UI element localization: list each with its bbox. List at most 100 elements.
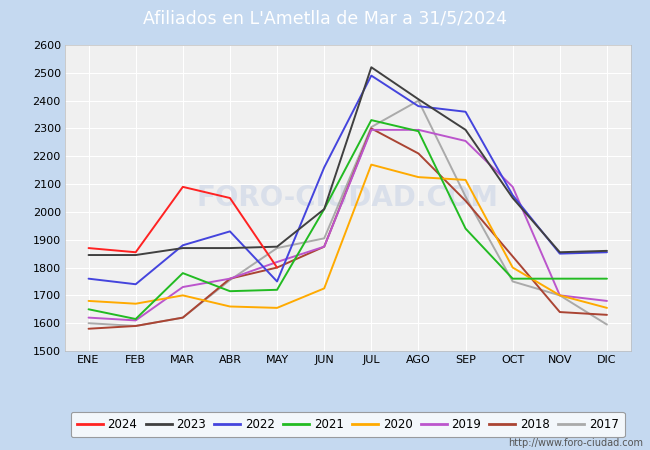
2019	[273, 259, 281, 265]
2022	[556, 251, 564, 256]
2018	[84, 326, 92, 332]
2017	[132, 323, 140, 328]
2020	[415, 175, 422, 180]
2020	[509, 265, 517, 270]
2017	[273, 245, 281, 251]
Line: 2022: 2022	[88, 76, 607, 284]
2018	[320, 244, 328, 249]
2020	[84, 298, 92, 304]
2022	[415, 104, 422, 109]
2019	[603, 298, 611, 304]
Text: Afiliados en L'Ametlla de Mar a 31/5/2024: Afiliados en L'Ametlla de Mar a 31/5/202…	[143, 9, 507, 27]
2019	[415, 127, 422, 133]
2024	[132, 250, 140, 255]
2022	[367, 73, 375, 78]
2022	[273, 279, 281, 284]
2023	[132, 252, 140, 258]
2018	[132, 323, 140, 328]
2024	[226, 195, 234, 201]
2021	[226, 288, 234, 294]
2019	[462, 138, 469, 144]
2017	[84, 320, 92, 326]
2017	[462, 194, 469, 199]
2017	[367, 124, 375, 130]
Text: http://www.foro-ciudad.com: http://www.foro-ciudad.com	[508, 438, 644, 448]
2019	[132, 318, 140, 323]
2021	[556, 276, 564, 281]
Line: 2017: 2017	[88, 101, 607, 326]
2022	[320, 165, 328, 170]
2018	[273, 265, 281, 270]
Line: 2023: 2023	[88, 67, 607, 255]
2023	[509, 195, 517, 201]
2023	[367, 64, 375, 70]
2019	[367, 127, 375, 133]
Line: 2018: 2018	[88, 128, 607, 329]
2020	[603, 305, 611, 310]
2021	[603, 276, 611, 281]
2022	[179, 243, 187, 248]
2023	[320, 207, 328, 212]
2023	[556, 250, 564, 255]
2017	[556, 292, 564, 298]
Line: 2020: 2020	[88, 165, 607, 308]
2018	[603, 312, 611, 318]
2020	[179, 292, 187, 298]
Legend: 2024, 2023, 2022, 2021, 2020, 2019, 2018, 2017: 2024, 2023, 2022, 2021, 2020, 2019, 2018…	[71, 412, 625, 437]
2018	[462, 198, 469, 203]
2024	[273, 265, 281, 270]
2018	[179, 315, 187, 320]
2022	[462, 109, 469, 114]
2019	[226, 276, 234, 281]
2019	[320, 244, 328, 249]
2023	[226, 245, 234, 251]
2024	[84, 245, 92, 251]
2017	[226, 277, 234, 283]
2021	[179, 270, 187, 276]
2021	[367, 117, 375, 123]
2020	[320, 286, 328, 291]
2020	[367, 162, 375, 167]
2020	[462, 177, 469, 183]
2019	[509, 184, 517, 189]
2021	[132, 316, 140, 322]
Line: 2019: 2019	[88, 130, 607, 320]
2021	[84, 306, 92, 312]
2023	[84, 252, 92, 258]
2019	[179, 284, 187, 290]
Line: 2021: 2021	[88, 120, 607, 319]
2018	[556, 309, 564, 315]
2023	[462, 127, 469, 133]
2023	[415, 97, 422, 102]
2020	[226, 304, 234, 309]
2022	[226, 229, 234, 234]
2020	[556, 292, 564, 298]
2022	[509, 193, 517, 198]
2017	[509, 279, 517, 284]
2022	[603, 250, 611, 255]
2018	[415, 151, 422, 156]
2021	[273, 287, 281, 292]
2023	[603, 248, 611, 253]
2017	[603, 322, 611, 327]
2021	[320, 207, 328, 212]
2021	[509, 276, 517, 281]
2022	[132, 282, 140, 287]
Line: 2024: 2024	[88, 187, 277, 268]
2018	[226, 276, 234, 281]
2022	[84, 276, 92, 281]
2023	[179, 245, 187, 251]
Text: FORO-CIUDAD.COM: FORO-CIUDAD.COM	[197, 184, 499, 212]
2024	[179, 184, 187, 189]
2023	[273, 244, 281, 249]
2021	[415, 129, 422, 134]
2019	[84, 315, 92, 320]
2018	[367, 126, 375, 131]
2017	[320, 236, 328, 241]
2020	[132, 301, 140, 306]
2017	[415, 98, 422, 104]
2018	[509, 254, 517, 259]
2020	[273, 305, 281, 310]
2021	[462, 226, 469, 231]
2017	[179, 315, 187, 320]
